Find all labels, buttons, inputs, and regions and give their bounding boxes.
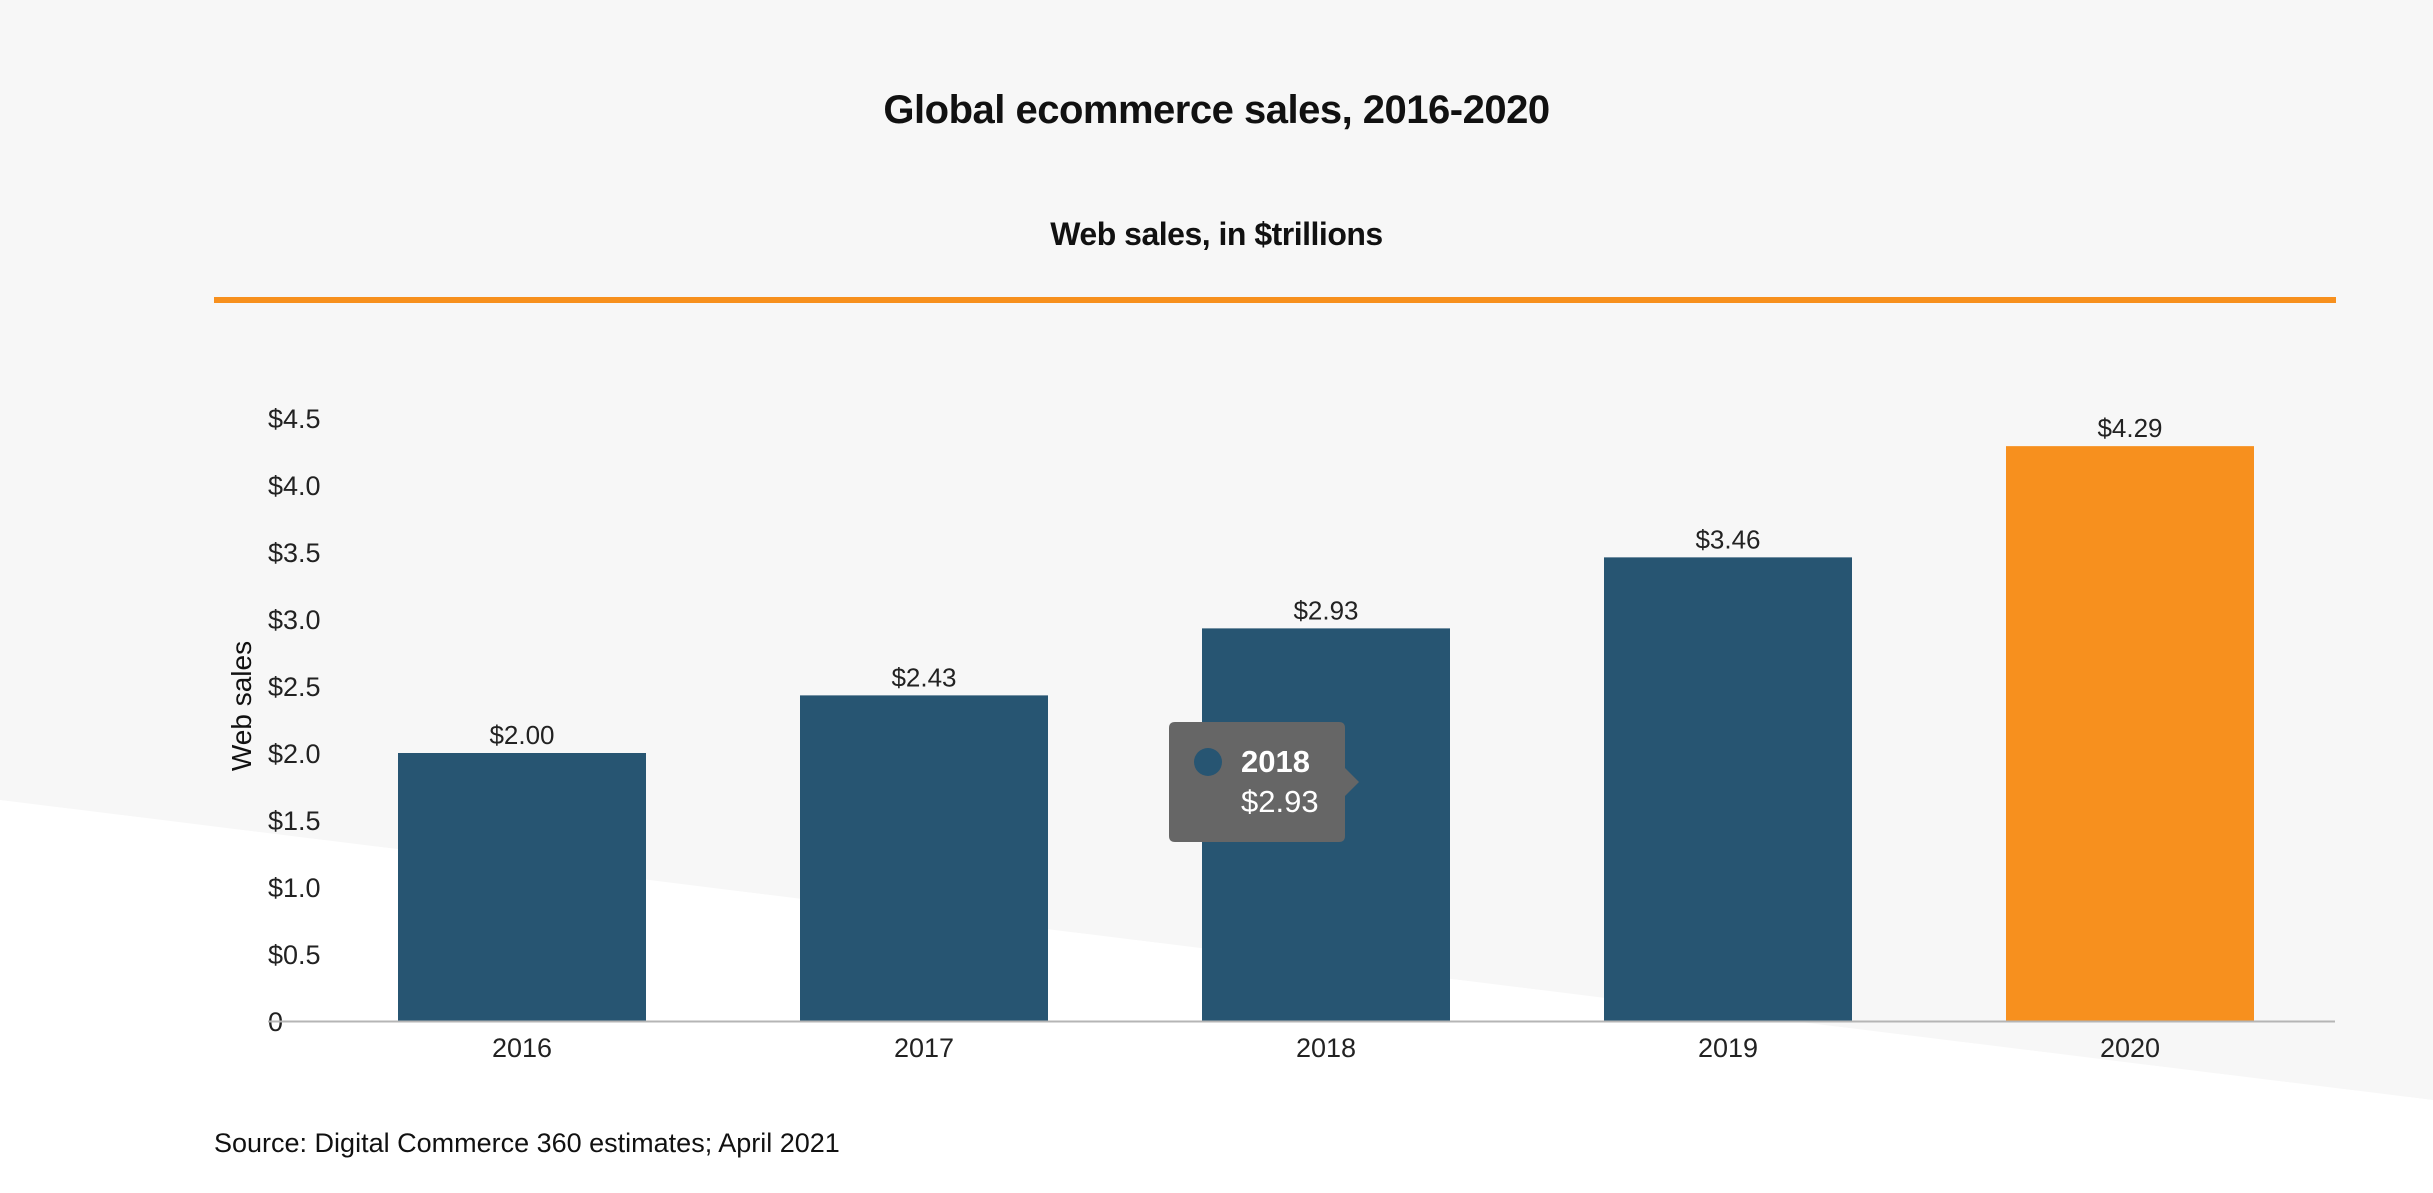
- bar: [800, 695, 1048, 1021]
- tooltip-title: 2018: [1241, 744, 1310, 779]
- chart-title: Global ecommerce sales, 2016-2020: [883, 88, 1550, 132]
- x-tick-label: 2016: [492, 1033, 552, 1063]
- source-note: Source: Digital Commerce 360 estimates; …: [214, 1128, 840, 1158]
- y-tick-label: $0.5: [268, 940, 321, 970]
- y-tick-label: $4.5: [268, 404, 321, 434]
- data-label: $2.00: [489, 720, 554, 750]
- y-tick-label: $1.0: [268, 873, 321, 903]
- bar: [398, 753, 646, 1021]
- y-axis-label: Web sales: [226, 641, 257, 771]
- y-tick-label: $4.0: [268, 471, 321, 501]
- bar: [2006, 446, 2254, 1021]
- y-tick-label: $3.5: [268, 538, 321, 568]
- bar: [1604, 557, 1852, 1021]
- y-tick-label: $2.5: [268, 672, 321, 702]
- tooltip-value: $2.93: [1241, 784, 1319, 819]
- tooltip-series-marker: [1194, 748, 1222, 776]
- x-tick-label: 2018: [1296, 1033, 1356, 1063]
- x-tick-label: 2020: [2100, 1033, 2160, 1063]
- data-label: $2.93: [1293, 595, 1358, 625]
- y-tick-label: $2.0: [268, 739, 321, 769]
- tooltip-box: [1169, 722, 1359, 842]
- x-tick-label: 2019: [1698, 1033, 1758, 1063]
- data-label: $4.29: [2097, 413, 2162, 443]
- y-tick-label: $3.0: [268, 605, 321, 635]
- data-label: $3.46: [1695, 524, 1760, 554]
- x-tick-label: 2017: [894, 1033, 954, 1063]
- y-tick-label: $1.5: [268, 806, 321, 836]
- accent-divider: [214, 297, 2336, 303]
- data-label: $2.43: [891, 662, 956, 692]
- chart-subtitle: Web sales, in $trillions: [1050, 216, 1383, 252]
